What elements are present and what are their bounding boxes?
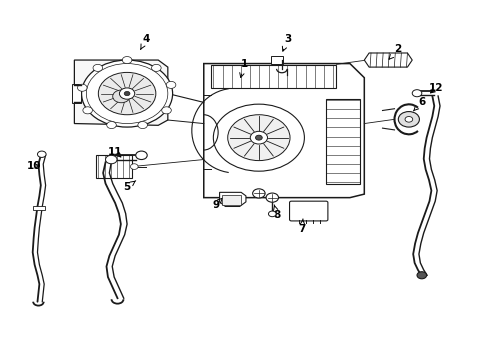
- Circle shape: [404, 117, 412, 122]
- Text: 5: 5: [123, 181, 136, 192]
- Polygon shape: [203, 64, 364, 198]
- Text: 3: 3: [282, 34, 291, 51]
- Circle shape: [252, 189, 264, 198]
- Circle shape: [82, 107, 92, 114]
- Circle shape: [122, 57, 132, 64]
- Circle shape: [124, 91, 130, 96]
- Text: 12: 12: [428, 83, 443, 93]
- Bar: [222, 195, 240, 205]
- Circle shape: [86, 64, 167, 123]
- Circle shape: [119, 88, 135, 99]
- Circle shape: [411, 90, 421, 97]
- Bar: [96, 155, 132, 178]
- Circle shape: [81, 60, 172, 127]
- Polygon shape: [74, 60, 167, 125]
- Text: 10: 10: [26, 161, 41, 171]
- Circle shape: [227, 115, 289, 161]
- Circle shape: [265, 193, 278, 202]
- Text: 2: 2: [388, 45, 401, 59]
- Circle shape: [250, 131, 267, 144]
- Text: 7: 7: [298, 219, 305, 234]
- Text: 8: 8: [273, 205, 280, 220]
- Circle shape: [166, 81, 176, 89]
- Bar: [72, 84, 81, 103]
- Circle shape: [98, 72, 156, 115]
- Circle shape: [130, 164, 138, 170]
- Bar: [210, 66, 335, 88]
- Text: 4: 4: [141, 34, 150, 49]
- Circle shape: [38, 151, 46, 157]
- Circle shape: [162, 107, 171, 114]
- Circle shape: [77, 84, 87, 91]
- Text: 11: 11: [108, 147, 122, 157]
- Polygon shape: [364, 53, 411, 67]
- Bar: [33, 206, 44, 210]
- Text: 1: 1: [239, 59, 247, 77]
- Circle shape: [151, 64, 161, 71]
- Circle shape: [255, 135, 262, 140]
- Circle shape: [138, 122, 147, 129]
- Circle shape: [93, 64, 102, 71]
- Text: 6: 6: [412, 98, 425, 111]
- Circle shape: [268, 211, 276, 217]
- Circle shape: [105, 155, 117, 164]
- Bar: [325, 99, 359, 184]
- Bar: [270, 56, 282, 64]
- Circle shape: [112, 90, 130, 103]
- Text: 9: 9: [212, 198, 222, 210]
- FancyBboxPatch shape: [289, 201, 327, 221]
- Circle shape: [213, 104, 304, 171]
- Circle shape: [398, 112, 419, 127]
- Circle shape: [106, 122, 116, 129]
- Polygon shape: [219, 192, 245, 207]
- Circle shape: [416, 272, 426, 279]
- Circle shape: [136, 151, 147, 159]
